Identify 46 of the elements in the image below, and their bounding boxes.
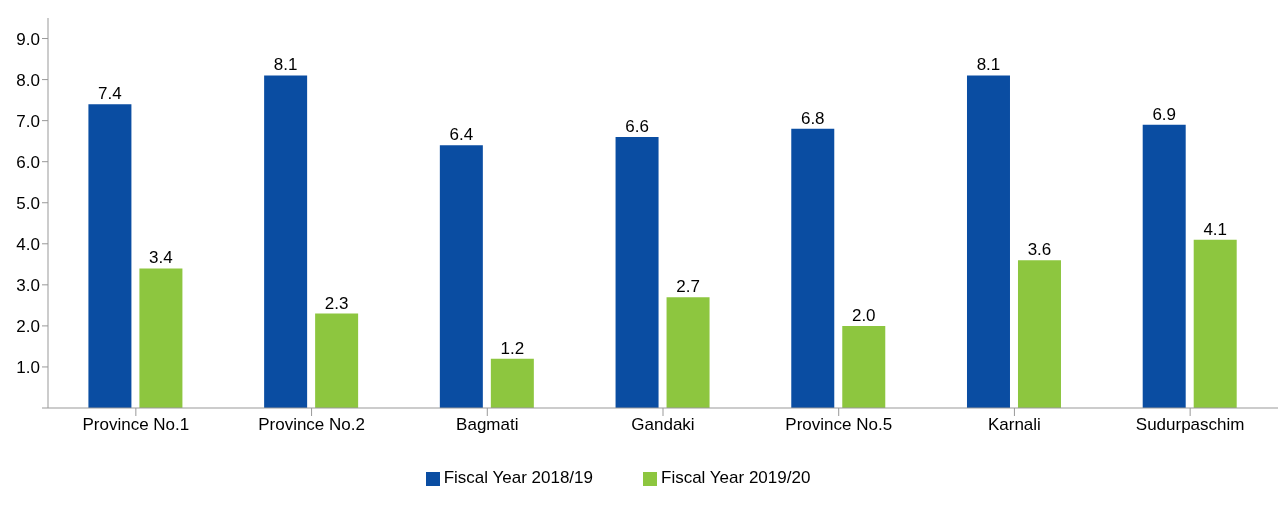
y-tick-label: 4.0: [16, 234, 40, 254]
x-tick-label: Province No.2: [258, 415, 365, 435]
data-label: 4.1: [1203, 219, 1228, 239]
bar: [966, 75, 1010, 408]
x-tick-label: Province No.5: [785, 415, 893, 435]
bar: [1142, 124, 1186, 408]
x-tick-label: Karnali: [987, 415, 1041, 435]
data-label: 8.1: [976, 55, 1001, 75]
y-tick-label: 5.0: [16, 193, 40, 213]
bar: [490, 358, 534, 408]
data-label: 7.4: [98, 84, 122, 104]
bar: [666, 297, 710, 408]
bar: [315, 313, 359, 408]
data-label: 1.2: [500, 338, 525, 358]
bar: [1193, 239, 1237, 408]
data-label: 6.4: [449, 125, 474, 145]
bar: [615, 137, 659, 408]
data-label: 6.8: [800, 108, 825, 128]
bar: [1017, 260, 1061, 408]
bar: [88, 104, 132, 408]
y-tick-label: 6.0: [16, 152, 40, 172]
data-label: 3.6: [1027, 240, 1052, 260]
legend-label: Fiscal Year 2018/19: [443, 468, 593, 487]
bar: [264, 75, 308, 408]
legend-label: Fiscal Year 2019/20: [661, 468, 811, 487]
y-tick-label: 7.0: [16, 111, 40, 131]
x-tick-label: Province No.1: [82, 415, 190, 435]
data-label: 2.7: [676, 277, 700, 297]
x-tick-label: Gandaki: [631, 415, 695, 435]
bar: [139, 268, 183, 408]
y-tick-label: 9.0: [16, 29, 40, 49]
data-label: 6.6: [625, 117, 649, 137]
x-tick-label: Bagmati: [456, 415, 519, 435]
y-tick-label: 1.0: [16, 357, 40, 377]
data-label: 6.9: [1152, 104, 1177, 124]
bar: [791, 128, 835, 408]
y-tick-label: 3.0: [16, 275, 40, 295]
y-tick-label: 8.0: [16, 70, 40, 90]
data-label: 3.4: [149, 248, 173, 268]
bar: [439, 145, 483, 408]
data-label: 2.0: [851, 305, 876, 325]
bar: [842, 325, 886, 408]
y-tick-label: 2.0: [16, 316, 40, 336]
data-label: 8.1: [273, 55, 298, 75]
x-tick-label: Sudurpaschim: [1135, 415, 1245, 435]
data-label: 2.3: [324, 293, 349, 313]
